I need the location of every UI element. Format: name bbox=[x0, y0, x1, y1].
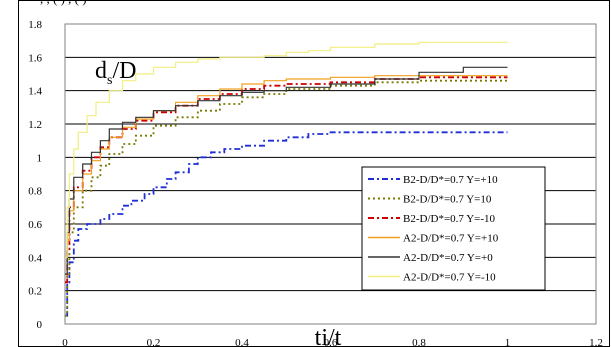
y-tick-label: 0.4 bbox=[28, 252, 42, 264]
x-tick-label: 0.2 bbox=[147, 337, 161, 347]
series-line-6 bbox=[65, 41, 508, 258]
legend-box bbox=[361, 166, 546, 291]
y-tick-label: 1.8 bbox=[28, 19, 42, 31]
y-axis-label-tail: /D bbox=[112, 58, 136, 84]
y-tick-label: 1.2 bbox=[28, 119, 42, 131]
y-tick-label: 1 bbox=[37, 152, 43, 164]
legend-entry-2: B2-D/D*=0.7 Y=10 bbox=[403, 194, 492, 206]
x-tick-label: 1 bbox=[505, 337, 511, 347]
x-tick-label: 0.8 bbox=[412, 337, 426, 347]
y-axis-label-main: d bbox=[95, 58, 107, 84]
y-tick-label: 1.4 bbox=[28, 86, 42, 98]
legend-entry-1: B2-D/D*=0.7 Y=+10 bbox=[403, 174, 498, 186]
x-tick-label: 1.2 bbox=[589, 337, 603, 347]
y-tick-label: 0.8 bbox=[28, 186, 42, 198]
x-tick-label: 0.6 bbox=[324, 337, 338, 347]
legend-entry-3: B2-D/D*=0.7 Y=-10 bbox=[403, 213, 496, 225]
series-line-1 bbox=[65, 131, 508, 317]
series-lines bbox=[65, 41, 508, 317]
series-line-4 bbox=[65, 75, 508, 275]
legend-entry-5: A2-D/D*=0.7 Y=+0 bbox=[403, 252, 493, 264]
y-tick-label: 0.2 bbox=[28, 286, 42, 298]
y-axis-label-subscript: s bbox=[107, 73, 112, 88]
x-tick-label: 0 bbox=[62, 337, 68, 347]
series-line-2 bbox=[65, 79, 508, 317]
x-axis-label: ti/t bbox=[315, 325, 342, 347]
y-tick-label: 0 bbox=[37, 319, 43, 331]
y-axis-ticks: 0 0.2 0.4 0.6 0.8 1 1.2 1.4 1.6 1.8 bbox=[28, 19, 42, 331]
y-tick-label: 0.6 bbox=[28, 219, 42, 231]
legend: B2-D/D*=0.7 Y=+10 B2-D/D*=0.7 Y=10 B2-D/D*… bbox=[361, 166, 546, 291]
series-line-5 bbox=[65, 66, 508, 275]
legend-entry-4: A2-D/D*=0.7 Y=+10 bbox=[403, 233, 499, 245]
plot-area bbox=[64, 23, 597, 325]
y-tick-label: 1.6 bbox=[28, 52, 42, 64]
legend-entry-6: A2-D/D*=0.7 Y=-10 bbox=[403, 272, 496, 284]
x-axis-ticks: 0 0.2 0.4 0.6 0.8 1 1.2 bbox=[62, 337, 603, 347]
top-caption: , , ( ) , ( ) bbox=[40, 0, 87, 6]
y-axis-label: ds/D bbox=[95, 58, 136, 88]
x-tick-label: 0.4 bbox=[235, 337, 249, 347]
